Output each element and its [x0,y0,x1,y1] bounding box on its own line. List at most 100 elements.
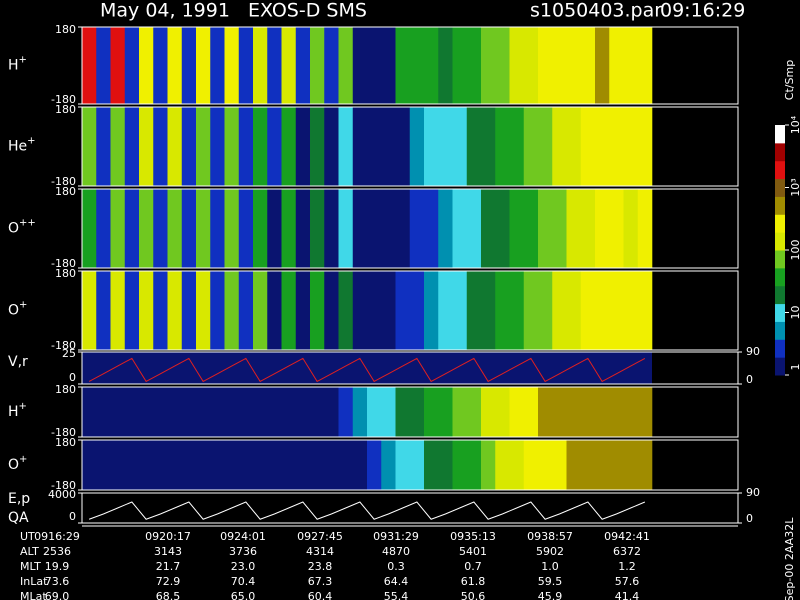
spectrogram-cell [96,189,111,268]
spectrogram-cell [267,271,282,350]
spectrogram-cell [623,189,639,268]
spectrogram-cell [167,189,183,268]
spectrogram-cell [267,107,282,186]
y-tick-label: -180 [51,93,76,106]
spectrogram-cell [538,189,553,268]
spectrogram-cell [452,271,468,350]
colorbar-swatch [775,285,785,305]
colorbar-swatch [775,339,785,358]
spectrogram-cell [538,107,553,186]
table-cell: 65.0 [231,590,256,600]
table-cell: 50.6 [461,590,486,600]
spectrogram-cell [580,271,596,350]
table-cell: 68.5 [156,590,181,600]
spectrogram-cell [110,189,126,268]
spectrogram-cell [523,271,539,350]
spectrogram-cell [395,189,411,268]
spectrogram-cell [509,189,525,268]
spectrogram-cell [466,107,482,186]
spectrogram-cell [623,440,639,490]
spectrogram-cell [466,189,482,268]
panel-label: O+ [8,454,27,473]
table-cell: 0920:17 [145,530,191,543]
spectrogram-cell [267,27,282,104]
spectrogram-cell [566,107,582,186]
spectrogram-cell [124,107,140,186]
spectrogram-cell [281,387,297,437]
spectrogram-cell [409,107,425,186]
table-cell: 0927:45 [297,530,343,543]
table-cell: 6372 [613,545,641,558]
spectrogram-cell [153,271,168,350]
spectrogram-cell [110,107,126,186]
spectrogram-cell [395,27,411,104]
spectrogram-cell [481,27,496,104]
spectrogram-cell [409,271,425,350]
line-series [88,357,646,383]
spectrogram-cell [438,387,453,437]
spectrogram-cell [224,271,240,350]
spectrogram-cell [452,387,468,437]
spectrogram-cell [523,387,539,437]
spectrogram-cell [139,271,154,350]
spectrogram-cell [424,27,439,104]
colorbar-tick-label: 100 [789,240,800,261]
spectrogram-cell [509,271,525,350]
panel-species: He [8,139,27,155]
spectrogram-cell [395,271,411,350]
spectrogram-cell [295,271,311,350]
panel-frame [81,386,739,438]
spectrogram-cell [495,271,510,350]
panel-charge: + [27,136,35,147]
spectrogram-cell [210,189,225,268]
spectrogram-cell [167,387,183,437]
spectrogram-cell [96,440,111,490]
table-cell: 5401 [459,545,487,558]
panel-label: O++ [8,218,36,237]
panel-frame [81,492,739,524]
spectrogram-cell [267,387,282,437]
spectrogram-cell [82,189,97,268]
spectrogram-cell [224,107,240,186]
spectrogram-cell [509,387,525,437]
spectrogram-cell [595,107,610,186]
spectrogram-cell [367,440,382,490]
spectrogram-cell [623,107,639,186]
spectrogram-cell [295,27,311,104]
spectrogram-cell [324,387,339,437]
spectrogram-cell [609,440,624,490]
spectrogram-cell [110,27,126,104]
spectrogram-cell [324,107,339,186]
table-cell: 0935:13 [450,530,496,543]
y2-tick-label: 0 [746,373,753,386]
spectrogram-cell [82,107,97,186]
colorbar-swatch [775,250,785,269]
spectrogram-cell [153,387,168,437]
panel-charge: ++ [19,218,36,229]
spectrogram-cell [609,271,624,350]
footer-note: Sep-00 2AA32L [783,517,796,600]
table-cell: 0942:41 [604,530,650,543]
y-tick-label: 180 [55,436,76,449]
spectrogram-cell [181,387,197,437]
spectrogram-cell [381,271,396,350]
panel-label: V,r [8,354,28,370]
spectrogram-cell [481,271,496,350]
spectrogram-cell [566,440,582,490]
spectrogram-cell [466,440,482,490]
spectrogram-cell [295,189,311,268]
y-tick-label: -180 [51,175,76,188]
spectrogram-cell [224,27,240,104]
spectrogram-cell [281,189,297,268]
spectrogram-cell [281,107,297,186]
spectrogram-cell [96,107,111,186]
spectrogram-cell [595,440,610,490]
spectrogram-cell [310,387,325,437]
panel-label: H+ [8,55,27,74]
spectrogram-cell [409,440,425,490]
table-cell: 4314 [306,545,334,558]
table-cell: 1.2 [618,560,636,573]
table-cell: 3736 [229,545,257,558]
table-cell: 23.0 [231,560,256,573]
spectrogram-cell [210,271,225,350]
